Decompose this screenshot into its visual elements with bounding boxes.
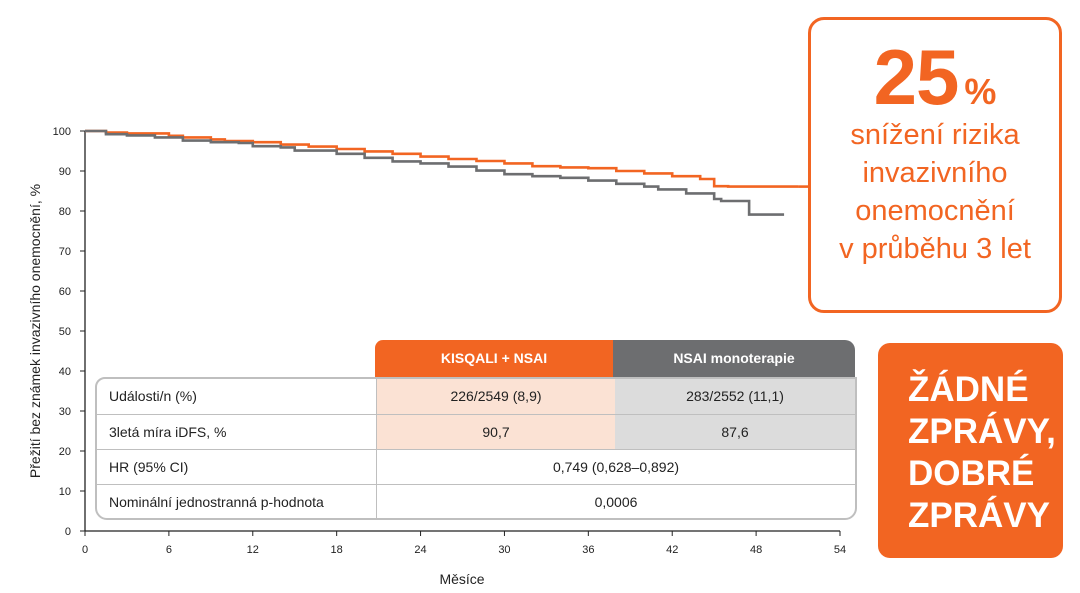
y-tick-label: 20 — [59, 446, 71, 458]
series-line-nsai — [85, 129, 785, 216]
series-layer — [85, 129, 808, 216]
callout-line: onemocnění — [855, 195, 1015, 227]
header-kisqali: KISQALI + NSAI — [375, 340, 613, 377]
callout-line: v průběhu 3 let — [839, 233, 1031, 265]
y-tick-label: 50 — [59, 326, 71, 338]
y-tick-label: 0 — [65, 526, 71, 538]
cell-span: 0,749 (0,628–0,892) — [552, 459, 680, 475]
x-tick-label: 6 — [166, 544, 172, 556]
no-news-badge: ŽÁDNÉ ZPRÁVY, DOBRÉ ZPRÁVY — [878, 343, 1063, 558]
table-row: Nominální jednostranná p-hodnota 0,0006 — [97, 484, 855, 520]
divider — [376, 450, 377, 485]
row-label: 3letá míra iDFS, % — [109, 424, 227, 440]
x-tick-label: 12 — [247, 544, 259, 556]
x-tick-label: 48 — [750, 544, 762, 556]
header-nsai: NSAI monoterapie — [613, 340, 855, 377]
badge-line: ŽÁDNÉ — [908, 370, 1029, 409]
x-tick-label: 36 — [582, 544, 594, 556]
x-tick-label: 0 — [82, 544, 88, 556]
cell-kisqali: 226/2549 (8,9) — [377, 379, 615, 414]
row-label: Nominální jednostranná p-hodnota — [109, 494, 324, 510]
table-header: KISQALI + NSAI NSAI monoterapie — [375, 340, 855, 377]
risk-reduction-callout: 25% snížení rizika invazivního onemocněn… — [808, 17, 1062, 313]
axes: 0 10 20 30 40 50 60 70 80 90 100 0 6 12 18 24 30 36 42 48 54 — [53, 126, 846, 556]
table-row: Události/n (%) 226/2549 (8,9) 283/2552 (… — [97, 379, 855, 414]
x-tick-label: 30 — [498, 544, 510, 556]
divider — [376, 379, 377, 414]
table-row: HR (95% CI) 0,749 (0,628–0,892) — [97, 449, 855, 485]
table-row: 3letá míra iDFS, % 90,7 87,6 — [97, 414, 855, 450]
y-tick-label: 80 — [59, 206, 71, 218]
divider — [376, 485, 377, 520]
y-tick-label: 40 — [59, 366, 71, 378]
stat-number: 25 — [873, 33, 960, 121]
badge-line: DOBRÉ — [908, 454, 1035, 493]
x-tick-label: 18 — [331, 544, 343, 556]
y-tick-label: 10 — [59, 486, 71, 498]
callout-line: snížení rizika — [850, 119, 1020, 151]
row-label: HR (95% CI) — [109, 459, 189, 475]
x-tick-label: 42 — [666, 544, 678, 556]
callout-line: invazivního — [862, 157, 1008, 189]
y-tick-label: 90 — [59, 166, 71, 178]
cell-kisqali: 90,7 — [377, 415, 615, 450]
x-tick-label: 54 — [834, 544, 846, 556]
y-tick-label: 30 — [59, 406, 71, 418]
y-tick-label: 100 — [53, 126, 71, 138]
cell-nsai: 87,6 — [615, 415, 855, 450]
x-tick-label: 24 — [414, 544, 426, 556]
table-body: Události/n (%) 226/2549 (8,9) 283/2552 (… — [95, 377, 857, 520]
y-tick-label: 60 — [59, 286, 71, 298]
badge-line: ZPRÁVY, — [908, 412, 1056, 451]
stat-percent: % — [964, 71, 997, 112]
badge-line: ZPRÁVY — [908, 496, 1050, 535]
x-axis-title: Měsíce — [439, 571, 484, 587]
y-tick-label: 70 — [59, 246, 71, 258]
y-axis-title: Přežití bez známek invazivního onemocněn… — [27, 184, 43, 478]
cell-span: 0,0006 — [594, 494, 638, 510]
cell-nsai: 283/2552 (11,1) — [615, 379, 855, 414]
row-label: Události/n (%) — [109, 388, 197, 404]
big-stat: 25% — [811, 38, 1059, 116]
divider — [376, 415, 377, 450]
